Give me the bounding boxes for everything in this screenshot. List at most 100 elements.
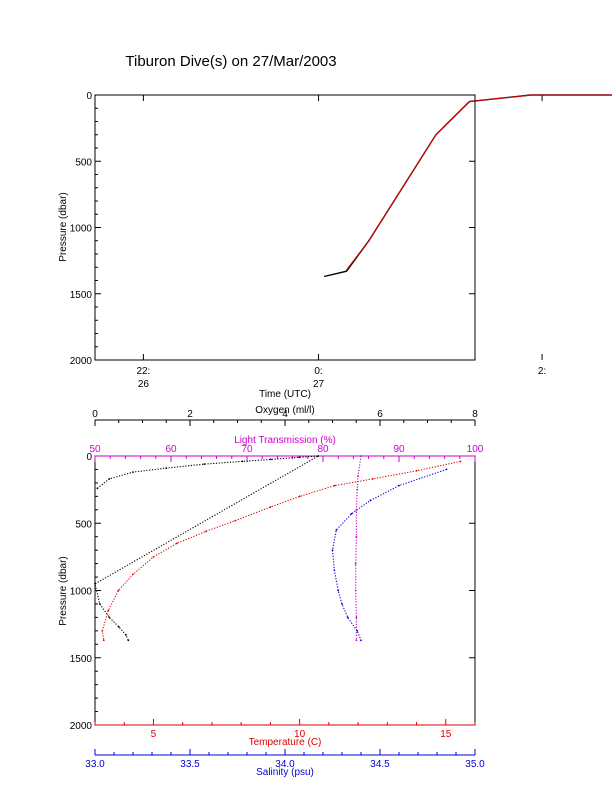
temperature-tick-label: 5	[151, 729, 157, 740]
light-profile-point	[355, 616, 358, 619]
oxygen-profile-trace	[94, 455, 319, 641]
profile-y-tick-label: 1000	[70, 587, 93, 598]
salinity-tick-label: 35.0	[465, 759, 485, 770]
oxygen-profile-point	[98, 603, 101, 605]
oxygen-profile-point	[127, 639, 130, 642]
light-profile-point	[360, 455, 362, 457]
salinity-tick-label: 33.5	[180, 759, 200, 770]
time-series-line	[323, 94, 612, 278]
profile-plot-frame	[94, 455, 476, 726]
salinity-profile-point	[369, 499, 372, 502]
profile-y-tick-label: 500	[75, 519, 92, 530]
profile-axis-ticks: 0 500 1000 1500 2000 0 2 4 6 8 50 60 70 80 90 100 5 10 15 3…	[70, 409, 485, 770]
time-y-tick-label: 500	[75, 157, 92, 168]
salinity-tick-label: 34.0	[275, 759, 295, 770]
time-axis-ticks: 050010001500200022:260:272:4:6:8:10:12:1…	[70, 91, 546, 390]
light-profile-point	[356, 488, 359, 491]
light-tick-label: 80	[317, 444, 329, 455]
oxygen-profile-point	[108, 478, 111, 480]
oxygen-profile-point	[125, 634, 127, 636]
light-profile-point	[355, 535, 358, 538]
oxygen-tick-label: 0	[92, 409, 98, 420]
temperature-profile-point	[117, 589, 120, 592]
salinity-profile-trace	[331, 468, 447, 641]
temperature-profile-point	[107, 609, 110, 612]
time-x-tick-sublabel: 26	[138, 379, 150, 390]
temperature-profile-point	[205, 530, 208, 533]
time-x-tick-label: 22:	[136, 366, 150, 377]
temperature-tick-label: 15	[440, 729, 452, 740]
time-series-lines	[323, 94, 612, 278]
oxygen-profile-point	[298, 456, 301, 459]
temperature-profile-point	[298, 495, 301, 498]
time-x-tick-label: 2:	[538, 366, 546, 377]
temperature-tick-label: 10	[294, 729, 306, 740]
light-transmission-axis-label: Light Transmission (%)	[234, 435, 336, 446]
temperature-axis-label: Temperature (C)	[249, 737, 322, 748]
oxygen-tick-label: 8	[472, 409, 478, 420]
oxygen-profile-point	[94, 582, 96, 585]
salinity-tick-label: 34.5	[370, 759, 390, 770]
time-plot-frame	[94, 94, 476, 361]
temperature-profile-point	[415, 469, 418, 472]
temperature-profile-point	[371, 478, 374, 480]
salinity-profile-point	[337, 589, 340, 592]
salinity-profile-point	[356, 630, 359, 632]
salinity-profile-point	[350, 512, 353, 515]
salinity-profile-point	[445, 468, 448, 471]
time-y-tick-label: 0	[86, 91, 92, 102]
oxygen-tick-label: 4	[282, 409, 288, 420]
profile-y-tick-label: 2000	[70, 721, 93, 732]
profile-y-tick-label: 0	[86, 452, 92, 463]
light-profile-point	[354, 589, 357, 592]
oxygen-tick-label: 6	[377, 409, 383, 420]
time-y-tick-label: 1500	[70, 290, 93, 301]
oxygen-axis-label: Oxygen (ml/l)	[255, 405, 314, 416]
light-profile-point	[355, 639, 358, 642]
temperature-profile-point	[102, 639, 105, 642]
oxygen-profile-point	[117, 625, 120, 628]
profile-series-points	[94, 455, 462, 642]
salinity-profile-point	[335, 529, 338, 531]
light-profile-trace	[355, 455, 362, 641]
time-x-tick-sublabel: 27	[313, 379, 325, 390]
salinity-profile-point	[333, 569, 336, 572]
time-y-axis-label: Pressure (dbar)	[58, 192, 69, 261]
light-profile-point	[357, 475, 359, 478]
temperature-profile-point	[132, 573, 134, 576]
salinity-profile-point	[331, 549, 334, 551]
oxygen-profile-point	[241, 460, 244, 463]
salinity-tick-label: 33.0	[85, 759, 105, 770]
time-y-tick-label: 2000	[70, 356, 93, 367]
light-tick-label: 50	[89, 444, 101, 455]
light-tick-label: 60	[165, 444, 177, 455]
temperature-profile-point	[175, 542, 178, 545]
time-pressure-plot: 050010001500200022:260:272:4:6:8:10:12:1…	[58, 91, 612, 400]
light-tick-label: 90	[393, 444, 405, 455]
light-profile-point	[354, 562, 357, 565]
profile-y-tick-label: 1500	[70, 654, 93, 665]
profile-y-axis-label: Pressure (dbar)	[58, 556, 69, 625]
oxygen-profile-point	[108, 616, 111, 619]
salinity-axis-label: Salinity (psu)	[256, 767, 314, 778]
oxygen-profile-point	[317, 455, 320, 457]
salinity-profile-point	[346, 616, 349, 619]
oxygen-profile-point	[132, 471, 134, 473]
profile-plot: 0 500 1000 1500 2000 0 2 4 6 8 50 60 70 80 90 100 5 10 15 3…	[58, 405, 485, 778]
oxygen-profile-point	[96, 487, 99, 490]
salinity-profile-point	[360, 639, 362, 642]
light-tick-label: 100	[467, 444, 484, 455]
time-x-axis-label: Time (UTC)	[259, 389, 311, 400]
temperature-profile-point	[459, 460, 462, 463]
time-y-tick-label: 1000	[70, 224, 93, 235]
oxygen-profile-point	[203, 463, 206, 465]
time-x-tick-label: 0:	[314, 366, 322, 377]
chart-title: Tiburon Dive(s) on 27/Mar/2003	[125, 53, 336, 70]
temperature-profile-point	[101, 630, 104, 632]
temperature-profile-trace	[101, 460, 461, 641]
salinity-profile-point	[398, 484, 400, 487]
temperature-profile-point	[269, 506, 272, 508]
oxygen-profile-point	[269, 458, 272, 461]
time-series-line	[346, 94, 612, 271]
